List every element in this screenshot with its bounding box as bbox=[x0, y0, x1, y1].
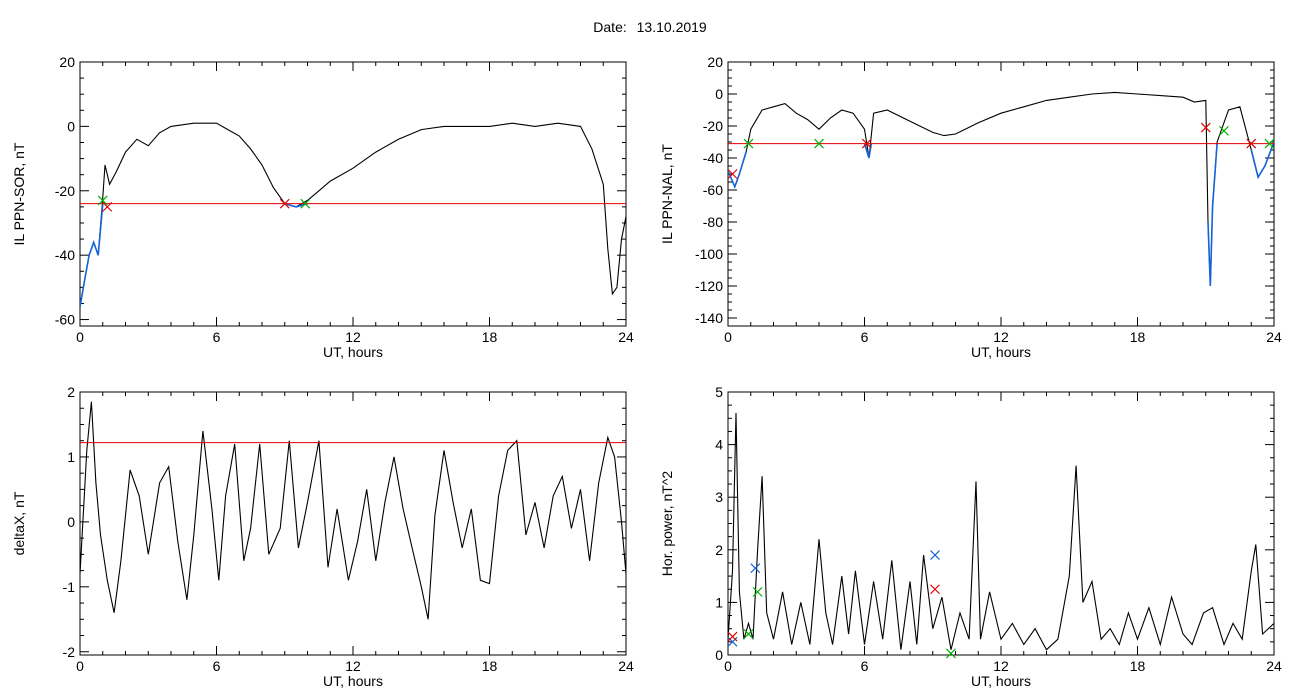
x-tick-label: 12 bbox=[993, 329, 1009, 345]
y-tick-label: -1 bbox=[63, 579, 76, 595]
y-axis-label: IL PPN-SOR, nT bbox=[11, 142, 27, 245]
y-tick-label: 20 bbox=[707, 54, 723, 70]
y-tick-label: -60 bbox=[55, 312, 75, 328]
plot-frame bbox=[727, 391, 1275, 656]
cross-marker bbox=[743, 629, 754, 639]
y-tick-label: 20 bbox=[59, 54, 75, 70]
cross-marker bbox=[1219, 125, 1229, 136]
highlight-segment bbox=[1250, 141, 1274, 180]
y-tick-label: -80 bbox=[703, 214, 723, 230]
x-tick-label: 24 bbox=[618, 329, 634, 345]
x-tick-label: 24 bbox=[618, 658, 634, 674]
series-line bbox=[728, 91, 1274, 287]
y-tick-label: 1 bbox=[67, 449, 75, 465]
y-tick-label: -40 bbox=[55, 247, 75, 263]
y-axis-label: Hor. power, nT^2 bbox=[659, 471, 675, 577]
cross-marker bbox=[279, 198, 290, 209]
highlight-segment bbox=[1207, 143, 1218, 287]
x-tick-label: 0 bbox=[76, 329, 84, 345]
highlight-segment bbox=[863, 143, 873, 159]
cross-marker bbox=[750, 563, 761, 574]
series-line bbox=[728, 412, 1274, 651]
chart-sor: 0 6 12 18 24 -60 -40 -20 0 20 UT, hours IL PPN-SOR,… bbox=[11, 54, 634, 360]
x-tick-label: 24 bbox=[1266, 329, 1282, 345]
x-axis-label: UT, hours bbox=[971, 344, 1031, 360]
chart-nal: 0 6 12 18 24 -140 -120 -100 -80 -60 -40 -20 0 20 UT, h… bbox=[659, 54, 1282, 360]
cross-marker bbox=[1200, 122, 1211, 133]
y-tick-label: 3 bbox=[715, 489, 723, 505]
plot-frame bbox=[79, 61, 627, 327]
plot-frame bbox=[79, 391, 627, 656]
x-axis-label: UT, hours bbox=[323, 344, 383, 360]
series-line bbox=[80, 401, 626, 620]
x-tick-label: 24 bbox=[1266, 658, 1282, 674]
y-tick-label: 2 bbox=[67, 384, 75, 400]
date-value: 13.10.2019 bbox=[636, 19, 707, 35]
y-tick-label: 1 bbox=[715, 594, 723, 610]
x-axis-label: UT, hours bbox=[971, 673, 1031, 689]
x-tick-label: 18 bbox=[482, 329, 498, 345]
y-tick-label: 0 bbox=[715, 86, 723, 102]
x-tick-label: 18 bbox=[1130, 658, 1146, 674]
x-tick-label: 6 bbox=[861, 329, 869, 345]
x-tick-label: 18 bbox=[1130, 329, 1146, 345]
x-tick-label: 6 bbox=[213, 658, 221, 674]
date-label: Date: bbox=[593, 19, 627, 35]
cross-marker bbox=[727, 631, 738, 642]
y-tick-label: -20 bbox=[55, 183, 75, 199]
x-tick-label: 0 bbox=[724, 329, 732, 345]
y-tick-label: 5 bbox=[715, 384, 723, 400]
cross-marker bbox=[102, 201, 113, 212]
highlight-segment bbox=[728, 151, 747, 189]
x-tick-label: 12 bbox=[345, 658, 361, 674]
x-axis-label: UT, hours bbox=[323, 673, 383, 689]
y-tick-label: -20 bbox=[703, 118, 723, 134]
y-tick-label: 0 bbox=[715, 647, 723, 663]
cross-marker bbox=[300, 198, 311, 209]
cross-marker bbox=[97, 195, 108, 206]
series-line bbox=[80, 122, 626, 307]
cross-marker bbox=[752, 586, 763, 597]
y-tick-label: 2 bbox=[715, 542, 723, 558]
y-tick-label: -2 bbox=[63, 644, 76, 660]
highlight-segment bbox=[80, 203, 104, 307]
cross-marker bbox=[930, 584, 940, 595]
y-tick-label: -120 bbox=[695, 278, 723, 294]
page-title: Date: 13.10.2019 bbox=[0, 19, 1300, 35]
cross-marker bbox=[861, 138, 872, 149]
x-tick-label: 6 bbox=[861, 658, 869, 674]
cross-marker bbox=[946, 648, 956, 659]
cross-marker bbox=[743, 138, 754, 149]
cross-marker bbox=[727, 169, 738, 179]
y-tick-label: 0 bbox=[67, 514, 75, 530]
x-tick-label: 0 bbox=[724, 658, 732, 674]
y-tick-label: -40 bbox=[703, 150, 723, 166]
x-tick-label: 12 bbox=[345, 329, 361, 345]
cross-marker bbox=[930, 550, 940, 560]
y-tick-label: 4 bbox=[715, 437, 723, 453]
cross-marker bbox=[1246, 138, 1257, 149]
cross-marker bbox=[1264, 138, 1275, 149]
x-tick-label: 18 bbox=[482, 658, 498, 674]
y-tick-label: -140 bbox=[695, 310, 723, 326]
y-axis-label: IL PPN-NAL, nT bbox=[659, 144, 675, 244]
x-tick-label: 0 bbox=[76, 658, 84, 674]
cross-marker bbox=[814, 138, 824, 149]
x-tick-label: 6 bbox=[213, 329, 221, 345]
y-tick-label: -100 bbox=[695, 246, 723, 262]
y-tick-label: -60 bbox=[703, 182, 723, 198]
x-tick-label: 12 bbox=[993, 658, 1009, 674]
y-axis-label: deltaX, nT bbox=[11, 491, 27, 555]
y-tick-label: 0 bbox=[67, 118, 75, 134]
